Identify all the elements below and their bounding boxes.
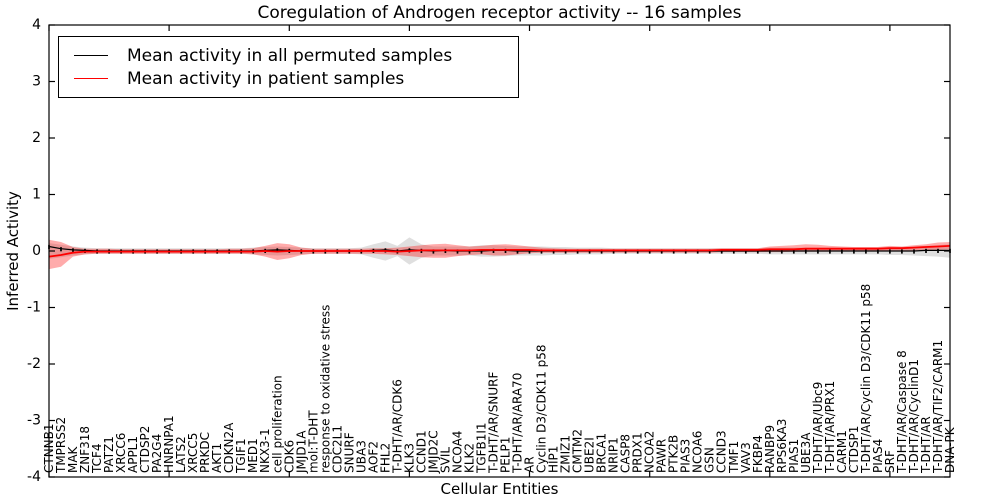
- x-tick-label: T-DHT/AR/TIF2/CARM1: [931, 340, 945, 474]
- x-tick-label: FHL2: [378, 443, 392, 473]
- x-tick-label: CTDSP2: [138, 426, 152, 473]
- x-tick-label: T-DHT/AR/CyclinD1: [907, 359, 921, 474]
- y-tick-label: -3: [27, 413, 41, 429]
- y-tick-label: 2: [32, 130, 41, 146]
- x-tick-label: GSN: [703, 447, 717, 473]
- x-tick-label: ZMIZ1: [559, 435, 573, 473]
- x-tick-label: PIAS4: [871, 439, 885, 473]
- x-tick-label: TCF4: [90, 443, 104, 474]
- x-tick-label: AR: [523, 456, 537, 473]
- x-tick-label: JMJD1A: [294, 430, 308, 474]
- x-tick-label: cell proliferation: [270, 375, 284, 473]
- x-tick-label: VAV3: [739, 442, 753, 473]
- x-tick-label: PRKDC: [198, 432, 212, 473]
- x-tick-label: PATZ1: [102, 436, 116, 473]
- x-tick-label: NRIP1: [607, 437, 621, 473]
- y-tick-label: -4: [27, 469, 41, 485]
- legend-label-permuted: Mean activity in all permuted samples: [127, 45, 453, 66]
- x-tick-label: LATS2: [174, 436, 188, 473]
- x-tick-label: BRCA1: [595, 433, 609, 473]
- x-tick-label: FKBP4: [751, 435, 765, 473]
- x-tick-label: CCND1: [414, 430, 428, 473]
- x-tick-label: UBE2I: [583, 437, 597, 473]
- x-tick-label: PIAS3: [679, 439, 693, 473]
- legend-label-patient: Mean activity in patient samples: [127, 68, 405, 89]
- variance-band: [49, 239, 950, 270]
- x-tick-label: JMJD2C: [426, 430, 440, 474]
- y-tick-label: -2: [27, 356, 41, 372]
- x-tick-label: RANBP9: [763, 425, 777, 473]
- x-tick-label: CDC2L1: [330, 425, 344, 473]
- x-tick-label: PIAS1: [787, 439, 801, 473]
- x-tick-label: XRCC6: [114, 433, 128, 473]
- x-tick-label: AOF2: [366, 441, 380, 473]
- y-tick-label: 0: [32, 243, 41, 259]
- x-tick-label: PA2G4: [150, 434, 164, 473]
- x-axis-label: Cellular Entities: [440, 480, 559, 498]
- x-tick-label: Cyclin D3/CDK11 p58: [535, 344, 549, 473]
- x-tick-label: TMPRSS2: [54, 417, 68, 474]
- x-tick-label: T-DHT/AR/PRX1: [823, 381, 837, 474]
- x-tick-label: DNA-PK: [943, 426, 957, 473]
- x-tick-label: TGFB1I1: [475, 422, 489, 474]
- x-tick-label: NCOA6: [691, 431, 705, 473]
- x-tick-label: TGIF1: [234, 438, 248, 474]
- x-tick-label: ZNF318: [78, 426, 92, 473]
- x-tick-label: NCOA2: [643, 431, 657, 473]
- x-tick-label: HNRNPA1: [162, 415, 176, 473]
- x-tick-label: TMF1: [727, 441, 741, 474]
- chart-title: Coregulation of Androgen receptor activi…: [257, 3, 742, 23]
- x-tick-label: T-DHT/AR/CDK6: [390, 379, 404, 474]
- x-tick-label: T-DHT/AR/ARA70: [511, 373, 525, 474]
- x-tick-label: response to oxidative stress: [318, 305, 332, 473]
- x-tick-label: PELP1: [499, 437, 513, 473]
- x-tick-label: NKX3-1: [258, 428, 272, 473]
- x-tick-label: T-DHT/AR: [919, 416, 933, 474]
- x-tick-label: RPS6KA3: [775, 419, 789, 473]
- x-tick-label: AKT1: [210, 443, 224, 473]
- x-tick-label: CASP8: [619, 434, 633, 473]
- x-tick-label: PRDX1: [631, 432, 645, 473]
- x-tick-label: APPL1: [126, 436, 140, 473]
- x-tick-label: PTK2B: [667, 435, 681, 473]
- legend-item-patient: Mean activity in patient samples: [74, 67, 508, 90]
- x-tick-label: T-DHT/AR/Cyclin D3/CDK11 p58: [859, 284, 873, 474]
- x-tick-label: CMTM2: [571, 429, 585, 473]
- x-tick-label: mol:T-DHT: [306, 410, 320, 473]
- x-tick-label: SRF: [883, 450, 897, 473]
- legend-line-black-icon: [74, 55, 108, 56]
- x-tick-label: KLK3: [402, 443, 416, 473]
- x-tick-label: CARM1: [835, 430, 849, 473]
- legend-item-permuted: Mean activity in all permuted samples: [74, 44, 508, 67]
- y-tick-label: -1: [27, 300, 41, 316]
- x-tick-label: PAWR: [655, 439, 669, 473]
- y-tick-label: 3: [32, 74, 41, 90]
- x-tick-label: CTNNB1: [42, 423, 56, 473]
- x-tick-label: XRCC5: [186, 433, 200, 473]
- legend: Mean activity in all permuted samples Me…: [58, 36, 519, 98]
- x-tick-label: NCOA4: [451, 431, 465, 473]
- x-tick-label: UBE3A: [799, 432, 813, 473]
- x-tick-label: T-DHT/AR/SNURF: [487, 372, 501, 475]
- x-tick-label: SVIL: [438, 447, 452, 473]
- mean-line: [48, 245, 951, 258]
- y-tick-label: 4: [32, 17, 41, 33]
- x-tick-label: CDK6: [282, 440, 296, 473]
- x-tick-label: CCND3: [715, 430, 729, 473]
- legend-line-red-icon: [74, 78, 108, 79]
- x-tick-label: HIP1: [547, 446, 561, 473]
- x-tick-label: KLK2: [463, 443, 477, 473]
- x-tick-label: CDKN2A: [222, 422, 236, 473]
- x-tick-label: T-DHT/AR/Ubc9: [811, 382, 825, 474]
- x-tick-label: MED1: [246, 438, 260, 473]
- x-tick-label: CTDSP1: [847, 426, 861, 473]
- x-tick-label: MAK: [66, 445, 80, 473]
- x-tick-label: T-DHT/AR/Caspase 8: [895, 350, 909, 474]
- y-tick-label: 1: [32, 187, 41, 203]
- x-tick-label: SNURF: [342, 432, 356, 473]
- x-tick-label: UBA3: [354, 440, 368, 473]
